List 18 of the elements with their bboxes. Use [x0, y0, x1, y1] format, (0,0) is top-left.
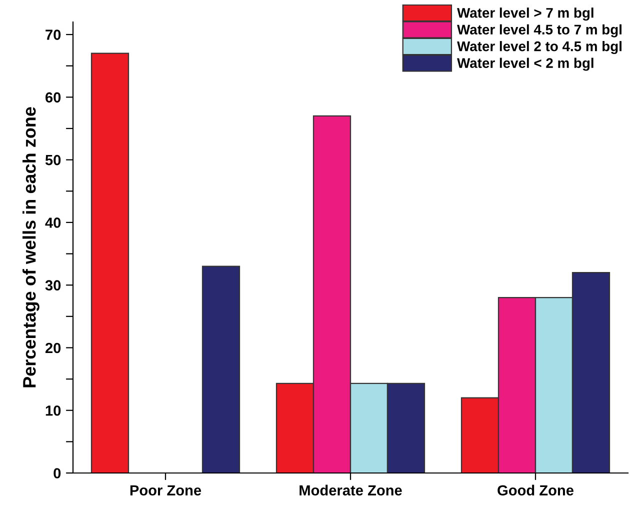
y-axis-title: Percentage of wells in each zone — [22, 107, 40, 388]
y-tick-label: 50 — [45, 154, 61, 166]
x-tick-label: Moderate Zone — [300, 484, 402, 496]
legend-label: Water level 2 to 4.5 m bgl — [457, 41, 622, 54]
legend-label: Water level > 7 m bgl — [457, 8, 594, 21]
legend-label: Water level < 2 m bgl — [457, 58, 594, 71]
x-tick-label: Poor Zone — [130, 485, 202, 496]
bar — [202, 266, 240, 473]
y-tick-label: 30 — [45, 280, 61, 291]
y-tick-label: 70 — [46, 30, 61, 40]
y-tick-label: 0 — [54, 468, 61, 478]
y-tick-label: 20 — [45, 342, 61, 354]
y-tick-label: 40 — [45, 218, 61, 228]
legend-label: Water level 4.5 to 7 m bgl — [457, 24, 622, 38]
bar — [90, 52, 130, 473]
y-tick-label: 60 — [46, 92, 61, 103]
x-tick-label: Good Zone — [498, 484, 574, 496]
y-tick-label: 10 — [46, 405, 61, 416]
